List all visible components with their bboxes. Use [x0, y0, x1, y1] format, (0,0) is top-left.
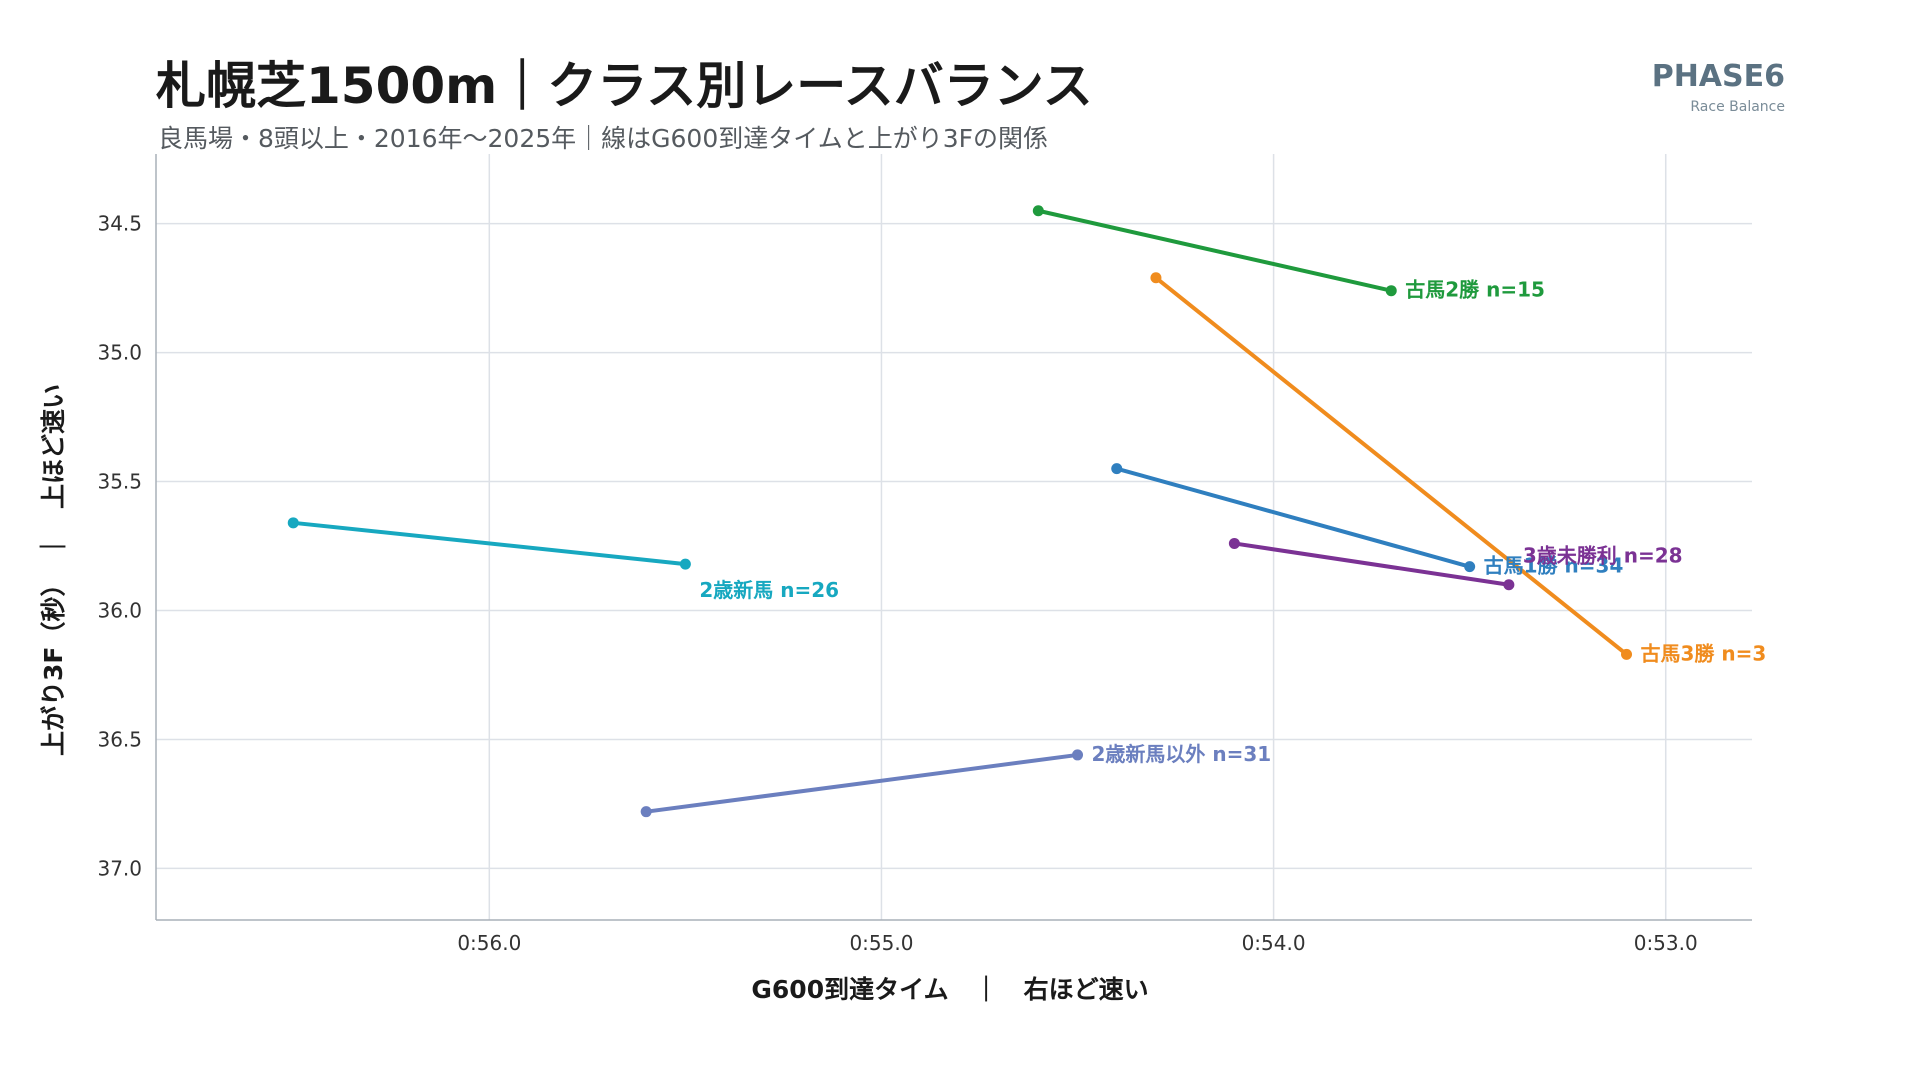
y-tick-label: 35.5 — [97, 470, 142, 494]
series-古馬3勝: 古馬3勝 n=3 — [1150, 272, 1766, 665]
x-tick-label: 0:53.0 — [1634, 931, 1698, 955]
chart-title: 札幌芝1500m｜クラス別レースバランス — [156, 57, 1093, 115]
series-2歳新馬以外: 2歳新馬以外 n=31 — [640, 742, 1272, 818]
series-line — [1153, 275, 1629, 657]
series-line — [1114, 466, 1472, 569]
series-3歳未勝利: 3歳未勝利 n=28 — [1228, 537, 1683, 591]
y-tick-label: 34.5 — [97, 212, 142, 236]
x-axis-title: G600到達タイム ｜ 右ほど速い — [751, 975, 1148, 1004]
grid — [156, 154, 1752, 920]
brand-subtitle: Race Balance — [1690, 99, 1785, 115]
series-label: 2歳新馬 n=26 — [699, 578, 839, 602]
x-tick-label: 0:56.0 — [457, 931, 521, 955]
data-point — [679, 558, 691, 570]
series-label: 古馬3勝 n=3 — [1641, 641, 1767, 665]
data-point — [1503, 579, 1515, 591]
data-point — [1150, 272, 1162, 284]
series-line — [1232, 541, 1511, 587]
ticks: 0:56.0 0:55.0 0:54.0 0:53.0 34.5 35.0 35.5 36.0… — [97, 212, 1697, 955]
data-point — [1464, 561, 1476, 573]
y-tick-label: 36.5 — [97, 727, 142, 751]
series-line — [291, 520, 688, 567]
data-point — [1228, 537, 1240, 549]
chart-subtitle: 良馬場・8頭以上・2016年〜2025年｜線はG600到達タイムと上がり3Fの関… — [158, 124, 1049, 153]
y-tick-label: 36.0 — [97, 599, 142, 623]
data-point — [640, 806, 652, 818]
series-label: 古馬2勝 n=15 — [1405, 278, 1545, 302]
series-label: 3歳未勝利 n=28 — [1523, 544, 1683, 568]
y-tick-label: 35.0 — [97, 341, 142, 365]
data-point — [287, 517, 299, 529]
x-tick-label: 0:54.0 — [1242, 931, 1306, 955]
axes — [155, 154, 1752, 921]
brand: PHASE6 Race Balance — [1652, 60, 1785, 115]
x-tick-label: 0:55.0 — [849, 931, 913, 955]
data-point — [1385, 285, 1397, 297]
data-point — [1621, 648, 1633, 660]
series-label: 2歳新馬以外 n=31 — [1092, 742, 1272, 766]
data-point — [1111, 463, 1123, 475]
data-point — [1032, 205, 1044, 217]
y-axis-title: 上がり3F（秒） ｜ 上ほど速い — [39, 384, 68, 756]
series-line — [644, 752, 1080, 814]
series-label: 古馬1勝 n=34 — [1484, 554, 1624, 578]
series-古馬2勝: 古馬2勝 n=15 — [1032, 205, 1545, 302]
brand-name: PHASE6 — [1651, 59, 1785, 94]
data-point — [1072, 749, 1084, 761]
series-2歳新馬: 2歳新馬 n=26 — [287, 517, 839, 602]
series-line — [1036, 208, 1394, 293]
series-古馬1勝: 古馬1勝 n=34 — [1111, 463, 1623, 578]
y-tick-label: 37.0 — [97, 856, 142, 880]
